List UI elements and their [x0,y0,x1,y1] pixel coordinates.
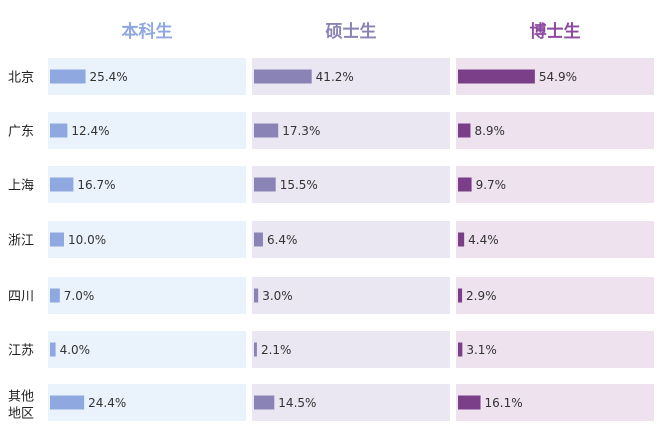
category-label-line: 其他 [8,390,34,405]
data-label: 25.4% [90,70,128,84]
bar [458,342,463,357]
series-header: 博士生 [530,21,581,42]
bar [50,342,56,357]
bar [458,232,465,247]
data-label: 16.1% [485,396,523,410]
row-background [252,277,450,314]
data-label: 41.2% [316,70,354,84]
category-label: 江苏 [8,343,34,359]
row-background [48,166,246,203]
data-label: 2.9% [466,289,497,303]
category-label: 广东 [8,125,34,140]
data-label: 7.0% [64,289,95,303]
row-background [48,277,246,314]
bar [254,342,257,357]
bar [50,69,86,84]
row-background [252,221,450,258]
bar [254,123,279,138]
data-label: 2.1% [261,343,292,357]
data-label: 24.4% [88,396,126,410]
data-label: 14.5% [278,396,316,410]
bar [254,395,275,410]
bar [254,69,312,84]
row-background [456,384,654,421]
row-background [252,166,450,203]
bar [254,288,259,303]
data-label: 6.4% [267,233,298,247]
category-label: 其他地区 [8,390,34,422]
row-background [48,221,246,258]
data-label: 17.3% [282,124,320,138]
series-header: 硕士生 [326,21,377,42]
data-label: 15.5% [280,178,318,192]
row-background [456,221,654,258]
row-background [456,166,654,203]
data-label: 9.7% [476,178,507,192]
bar [254,177,276,192]
bar [458,288,463,303]
bar [50,395,85,410]
bar [458,395,481,410]
data-label: 4.4% [468,233,499,247]
data-label: 10.0% [68,233,106,247]
bar [254,232,263,247]
bar [50,123,68,138]
category-label: 四川 [8,290,34,305]
data-label: 12.4% [71,124,109,138]
data-label: 54.9% [539,70,577,84]
category-label: 北京 [8,71,34,86]
row-background [456,112,654,149]
row-background [456,277,654,314]
data-label: 3.0% [262,289,293,303]
row-background [456,331,654,368]
row-background [252,384,450,421]
bar [458,177,472,192]
data-label: 16.7% [77,178,115,192]
data-label: 3.1% [466,343,497,357]
category-label-line: 地区 [8,407,34,422]
row-background [48,331,246,368]
bar [458,69,535,84]
row-background [48,112,246,149]
category-label: 上海 [8,179,34,194]
row-background [252,112,450,149]
bar [458,123,471,138]
data-label: 8.9% [474,124,505,138]
bar [50,177,74,192]
bar [50,232,64,247]
data-label: 4.0% [60,343,91,357]
series-header: 本科生 [122,21,173,42]
row-background [252,331,450,368]
category-label: 浙江 [8,234,34,249]
bar [50,288,60,303]
